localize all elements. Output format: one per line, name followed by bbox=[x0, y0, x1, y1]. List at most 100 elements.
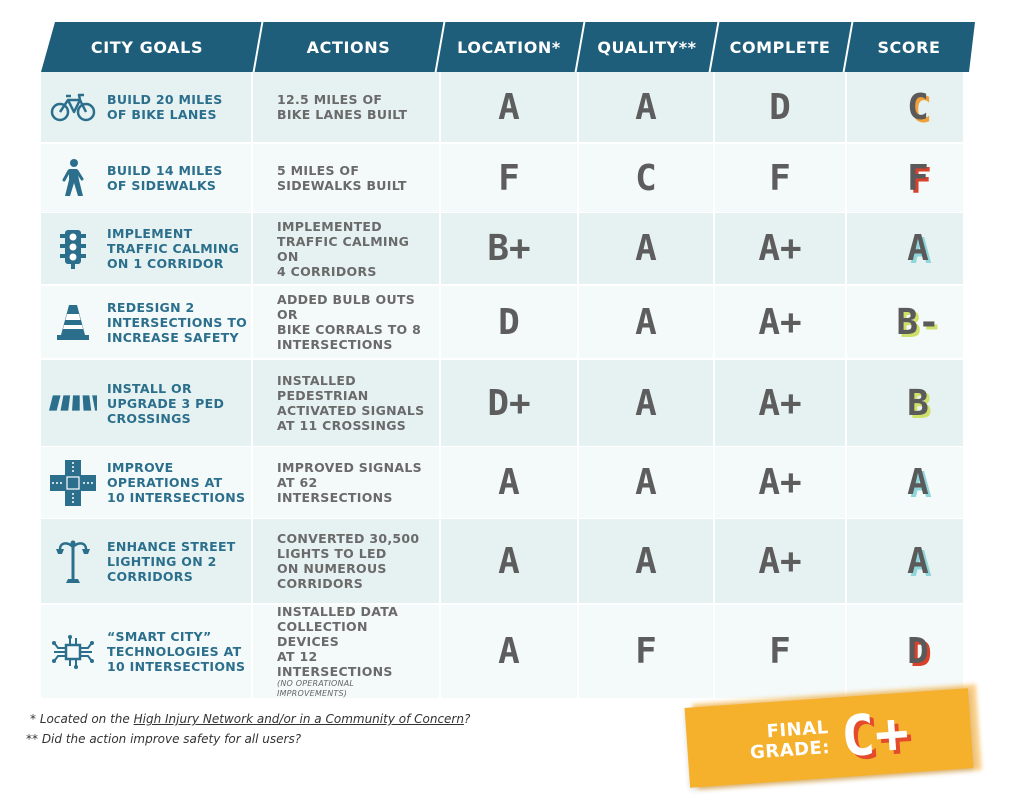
table-cell-background bbox=[579, 72, 713, 142]
table-cell-background bbox=[715, 605, 845, 698]
table-cell-background bbox=[441, 144, 577, 212]
footnote-link: High Injury Network and/or in a Communit… bbox=[133, 712, 464, 726]
table-cell-background bbox=[579, 360, 713, 446]
goal-line: 10 INTERSECTIONS bbox=[107, 659, 246, 674]
score-grade: B- bbox=[896, 301, 940, 343]
circuit-icon bbox=[49, 605, 97, 698]
table-header: CITY GOALS ACTIONS LOCATION* QUALITY** C… bbox=[41, 22, 975, 72]
score-grade: A bbox=[907, 462, 929, 503]
traffic-light-icon bbox=[49, 213, 97, 284]
action-note-line: IMPROVEMENTS) bbox=[277, 689, 348, 698]
action-text: 5 MILES OF SIDEWALKS BUILT bbox=[277, 144, 432, 212]
table-cell-background bbox=[253, 72, 439, 142]
action-note: (NO OPERATIONAL IMPROVEMENTS) bbox=[277, 679, 432, 699]
header-score: SCORE bbox=[877, 37, 941, 57]
score-grade: C bbox=[907, 86, 929, 128]
action-line: AT 62 INTERSECTIONS bbox=[277, 475, 393, 505]
table-cell-background bbox=[579, 447, 713, 518]
action-line: CONVERTED 30,500 bbox=[277, 531, 420, 546]
action-line: IMPLEMENTED bbox=[277, 218, 382, 234]
table-cell-background bbox=[441, 605, 577, 698]
action-line: AT 11 CROSSINGS bbox=[277, 418, 407, 433]
action-line: SIDEWALKS BUILT bbox=[277, 178, 407, 193]
table-cell-background bbox=[579, 286, 713, 358]
action-line: LIGHTS TO LED bbox=[277, 546, 387, 561]
goal-text: ENHANCE STREET LIGHTING ON 2 CORRIDORS bbox=[107, 519, 257, 603]
table-cell-background bbox=[579, 519, 713, 603]
table-row: IMPROVE OPERATIONS AT 10 INTERSECTIONS IMPR… bbox=[41, 447, 963, 518]
header-actions: ACTIONS bbox=[306, 37, 391, 57]
action-text: INSTALLED DATA COLLECTION DEVICES AT 12 IN… bbox=[277, 604, 432, 699]
quality-grade: A bbox=[635, 462, 657, 503]
goal-text: “SMART CITY” TECHNOLOGIES AT 10 INTERSECTI… bbox=[107, 605, 257, 698]
table-cell-background bbox=[253, 144, 439, 212]
table-row: BUILD 20 MILES OF BIKE LANES 12.5 MILES OF… bbox=[41, 72, 963, 142]
goal-line: ENHANCE STREET bbox=[107, 538, 236, 554]
location-grade: A bbox=[498, 462, 520, 503]
action-line: INSTALLED bbox=[277, 373, 356, 388]
goal-text: INSTALL OR UPGRADE 3 PED CROSSINGS bbox=[107, 360, 257, 446]
goal-line: CORRIDORS bbox=[107, 568, 194, 584]
goal-text: BUILD 20 MILES OF BIKE LANES bbox=[107, 72, 257, 142]
action-line: INSTALLED DATA bbox=[277, 604, 399, 619]
header-location: LOCATION* bbox=[457, 37, 561, 57]
goal-line: 10 INTERSECTIONS bbox=[107, 490, 246, 505]
score-grade: B bbox=[907, 382, 929, 424]
table-cell-background bbox=[441, 447, 577, 518]
table-cell-background bbox=[441, 213, 577, 284]
goal-line: REDESIGN 2 bbox=[107, 299, 195, 315]
table-cell-background bbox=[253, 605, 439, 698]
action-line: ADDED BULB OUTS OR bbox=[277, 292, 416, 322]
action-text: CONVERTED 30,500 LIGHTS TO LED ON NUMEROUS… bbox=[277, 519, 432, 603]
table-row: INSTALL OR UPGRADE 3 PED CROSSINGS INSTALLE… bbox=[41, 360, 963, 446]
complete-grade: A+ bbox=[758, 540, 802, 582]
complete-grade: F bbox=[769, 631, 791, 672]
table-cell-background bbox=[715, 286, 845, 358]
action-line: AT 12 INTERSECTIONS bbox=[277, 649, 393, 679]
goal-line: INTERSECTIONS TO bbox=[107, 314, 248, 330]
table-cell-background bbox=[253, 286, 439, 358]
action-text: ADDED BULB OUTS OR BIKE CORRALS TO 8 INTER… bbox=[277, 286, 432, 358]
final-grade-label: FINAL GRADE: bbox=[748, 717, 830, 763]
score-grade: A bbox=[907, 228, 929, 269]
table-row: ENHANCE STREET LIGHTING ON 2 CORRIDORS CONV… bbox=[41, 519, 963, 603]
table-cell-background bbox=[441, 519, 577, 603]
goal-line: BUILD 20 MILES bbox=[107, 92, 223, 107]
traffic-cone-icon bbox=[49, 286, 97, 358]
goal-line: LIGHTING ON 2 bbox=[107, 553, 217, 569]
goal-line: TECHNOLOGIES AT bbox=[107, 644, 242, 659]
location-grade: A bbox=[498, 86, 520, 128]
action-text: IMPLEMENTED TRAFFIC CALMING ON 4 CORRIDORS bbox=[277, 213, 432, 284]
action-line: BIKE CORRALS TO 8 bbox=[277, 322, 422, 337]
location-grade: F bbox=[498, 157, 520, 199]
table-cell-background bbox=[715, 72, 845, 142]
table-cell-background bbox=[253, 213, 439, 284]
location-grade: B+ bbox=[487, 228, 531, 269]
action-note-line: (NO OPERATIONAL bbox=[277, 679, 355, 688]
action-line: PEDESTRIAN bbox=[277, 388, 369, 403]
crosswalk-icon bbox=[49, 360, 97, 446]
score-grade: D bbox=[907, 631, 929, 672]
action-line: IMPROVED SIGNALS bbox=[277, 460, 422, 475]
final-grade-value: C+ bbox=[838, 700, 911, 770]
location-grade: A bbox=[498, 631, 520, 672]
action-text: 12.5 MILES OF BIKE LANES BUILT bbox=[277, 72, 432, 142]
table-cell-background bbox=[715, 213, 845, 284]
table-cell-background bbox=[579, 144, 713, 212]
goal-line: INSTALL OR bbox=[107, 380, 192, 396]
table-cell-background bbox=[847, 360, 963, 446]
quality-grade: F bbox=[635, 631, 657, 672]
quality-grade: A bbox=[635, 540, 657, 582]
table-row: BUILD 14 MILES OF SIDEWALKS 5 MILES OF SIDE… bbox=[41, 144, 963, 212]
goal-line: “SMART CITY” bbox=[107, 629, 212, 644]
action-line: 4 CORRIDORS bbox=[277, 263, 377, 279]
header-quality: QUALITY** bbox=[597, 37, 697, 57]
goal-text: BUILD 14 MILES OF SIDEWALKS bbox=[107, 144, 257, 212]
location-grade: D bbox=[498, 301, 520, 343]
goal-line: TRAFFIC CALMING bbox=[107, 241, 240, 256]
goal-text: IMPROVE OPERATIONS AT 10 INTERSECTIONS bbox=[107, 447, 257, 518]
score-grade: F bbox=[907, 157, 929, 199]
quality-grade: A bbox=[635, 86, 657, 128]
action-text: INSTALLED PEDESTRIAN ACTIVATED SIGNALS AT 1… bbox=[277, 360, 432, 446]
table-cell-background bbox=[441, 360, 577, 446]
